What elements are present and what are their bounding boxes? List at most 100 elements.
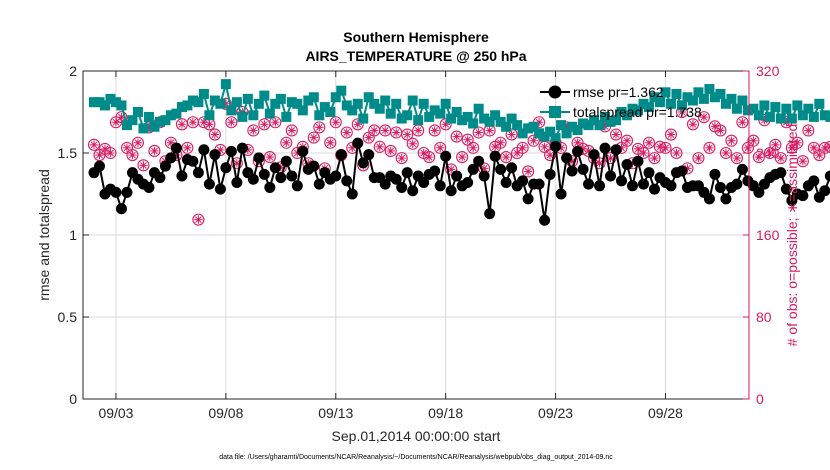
totalspread-point <box>297 105 308 116</box>
totalspread-point <box>539 131 550 142</box>
obs-possible-marker <box>401 128 414 141</box>
obs-possible-marker <box>747 134 760 147</box>
rmse-point <box>280 155 292 167</box>
obs-assimilated-marker <box>413 126 423 135</box>
totalspread-point <box>138 123 149 134</box>
obs-possible-marker <box>456 151 469 164</box>
totalspread-point <box>264 108 275 119</box>
totalspread-point <box>605 116 616 127</box>
obs-assimilated-marker <box>122 143 132 153</box>
totalspread-point <box>308 92 319 103</box>
obs-assimilated-marker <box>315 123 324 132</box>
totalspread-point <box>654 97 665 108</box>
totalspread-point <box>616 107 627 117</box>
totalspread-point <box>275 93 286 104</box>
totalspread-point <box>215 98 226 109</box>
obs-assimilated-marker <box>430 126 439 135</box>
obs-possible-marker <box>351 118 364 131</box>
obs-assimilated-marker <box>435 143 445 153</box>
totalspread-point <box>204 110 215 121</box>
obs-possible-marker <box>725 134 738 147</box>
rmse-point <box>313 178 325 190</box>
rmse-point <box>352 137 364 149</box>
totalspread-point <box>176 102 187 113</box>
totalspread-point <box>506 113 517 124</box>
y-axis-label: rmse and totalspread <box>36 169 52 301</box>
obs-assimilated-marker <box>111 118 121 127</box>
y-tick-label: 1.5 <box>58 145 78 161</box>
totalspread-point <box>814 98 825 109</box>
legend-marker-totalspread <box>549 106 561 118</box>
rmse-point <box>170 142 182 154</box>
rmse-point <box>429 165 441 177</box>
obs-possible-marker <box>192 213 205 226</box>
obs-assimilated-marker <box>386 146 395 156</box>
obs-assimilated-marker <box>540 142 549 152</box>
rmse-point <box>643 167 655 179</box>
obs-possible-marker <box>126 149 139 162</box>
totalspread-point <box>484 116 495 127</box>
rmse-point <box>390 173 402 185</box>
rmse-point <box>335 149 347 161</box>
totalspread-point <box>132 107 143 117</box>
rmse-point <box>489 150 501 162</box>
obs-possible-marker <box>774 152 787 165</box>
totalspread-point <box>193 97 204 108</box>
obs-assimilated-marker <box>743 143 753 153</box>
totalspread-point <box>209 95 220 106</box>
totalspread-point <box>578 118 589 129</box>
obs-possible-marker <box>604 152 617 165</box>
obs-possible-marker <box>87 138 101 151</box>
totalspread-point <box>600 111 611 122</box>
obs-assimilated-marker <box>106 148 115 158</box>
obs-assimilated-marker <box>611 130 621 139</box>
obs-possible-marker <box>763 146 776 160</box>
obs-assimilated-marker <box>699 112 709 122</box>
totalspread-point <box>231 97 242 108</box>
totalspread-point <box>237 111 248 122</box>
obs-possible-marker <box>269 116 282 129</box>
y-right-tick-label: 320 <box>756 63 780 79</box>
legend-marker-rmse <box>548 85 562 99</box>
rmse-point <box>121 186 133 198</box>
totalspread-point <box>781 103 792 114</box>
rmse-point <box>478 170 490 182</box>
obs-assimilated-marker <box>661 143 670 153</box>
totalspread-point <box>187 95 198 106</box>
totalspread-point <box>742 105 753 116</box>
obs-assimilated-marker <box>249 126 258 135</box>
totalspread-point <box>633 105 643 116</box>
y-right-tick-label: 0 <box>756 391 764 407</box>
totalspread-point <box>638 98 649 109</box>
rmse-point <box>753 186 765 198</box>
totalspread-point <box>698 93 709 104</box>
totalspread-point <box>627 103 638 114</box>
totalspread-point <box>391 98 402 109</box>
totalspread-point <box>226 105 237 116</box>
totalspread-point <box>380 95 391 106</box>
totalspread-point <box>534 128 545 139</box>
rmse-point <box>522 193 534 205</box>
obs-possible-marker <box>285 124 298 137</box>
x-tick-label: 09/13 <box>318 405 353 421</box>
obs-possible-marker <box>208 128 221 141</box>
rmse-point <box>214 183 226 195</box>
rmse-point <box>407 185 419 197</box>
totalspread-point <box>753 110 764 121</box>
obs-assimilated-marker <box>370 126 379 135</box>
obs-assimilated-marker <box>518 143 527 153</box>
obs-possible-marker <box>593 157 606 170</box>
rmse-point <box>187 155 199 167</box>
rmse-point <box>247 173 259 185</box>
rmse-point <box>209 149 221 161</box>
totalspread-point <box>775 113 786 124</box>
obs-assimilated-marker <box>738 118 747 127</box>
totalspread-point <box>512 120 523 131</box>
obs-assimilated-marker <box>496 138 505 147</box>
obs-possible-marker <box>439 118 452 131</box>
obs-assimilated-marker <box>765 148 775 158</box>
totalspread-point <box>501 121 512 132</box>
obs-assimilated-marker <box>622 136 632 145</box>
obs-assimilated-marker <box>419 148 428 158</box>
rmse-point <box>621 158 633 170</box>
